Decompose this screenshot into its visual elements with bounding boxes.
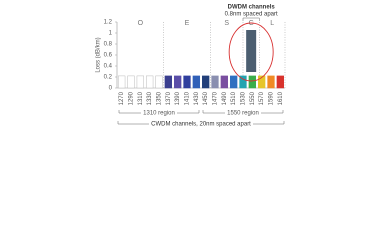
dwdm-note: 0.8nm spaced apart	[225, 12, 278, 18]
x-tick-label: 1490	[222, 91, 228, 105]
x-tick-label: 1450	[203, 91, 209, 105]
x-tick-label: 1350	[157, 91, 163, 105]
dwdm-note: DWDM channels	[228, 5, 276, 11]
band-label: O	[138, 20, 144, 27]
cwdm-label-bg	[149, 120, 253, 128]
y-tick-label: 0	[109, 86, 113, 92]
x-tick-label: 1430	[194, 91, 200, 105]
x-tick-label: 1410	[185, 91, 191, 105]
bar	[220, 75, 228, 89]
x-tick-label: 1510	[231, 91, 237, 105]
band-label: E	[185, 20, 190, 27]
y-tick-label: 1	[109, 31, 113, 37]
cwdm-note: CWDM channels, 20nm spaced apart	[151, 122, 251, 128]
y-tick-label: 1.2	[104, 20, 113, 26]
bar	[276, 75, 284, 89]
bar	[239, 75, 247, 89]
x-tick-label: 1390	[175, 91, 181, 105]
bar	[136, 75, 144, 89]
dwdm-highlight	[228, 22, 274, 82]
bar	[267, 75, 275, 89]
bar	[155, 75, 163, 89]
bar	[174, 75, 182, 89]
region-label: 1310 region	[143, 111, 175, 117]
bar	[230, 75, 238, 89]
x-tick-label: 1270	[119, 91, 125, 105]
y-tick-label: 0.2	[104, 75, 113, 81]
bar	[248, 75, 256, 89]
x-tick-label: 1610	[278, 91, 284, 105]
y-tick-label: 0.4	[104, 64, 113, 70]
x-tick-label: 1370	[166, 91, 172, 105]
bar	[164, 75, 172, 89]
y-tick-label: 0.8	[104, 42, 113, 48]
bar	[211, 75, 219, 89]
x-tick-label: 1530	[241, 91, 247, 105]
region-label: 1550 region	[227, 111, 259, 117]
x-tick-label: 1470	[213, 91, 219, 105]
bar	[192, 75, 200, 89]
bar	[118, 75, 126, 89]
dwdm-bracket	[242, 17, 260, 21]
x-tick-label: 1590	[269, 91, 275, 105]
y-tick-label: 0.6	[104, 53, 113, 59]
bar	[183, 75, 191, 89]
bar	[202, 75, 210, 89]
dwdm-block	[246, 30, 257, 72]
region-label-bg	[225, 110, 261, 116]
bar	[258, 75, 266, 89]
bar	[127, 75, 135, 89]
bar	[146, 75, 154, 89]
region-label-bg	[141, 110, 177, 116]
x-tick-label: 1290	[129, 91, 135, 105]
band-label: L	[270, 20, 274, 27]
band-label: S	[224, 20, 229, 27]
x-tick-label: 1570	[259, 91, 265, 105]
x-tick-label: 1330	[147, 91, 153, 105]
x-tick-label: 1550	[250, 91, 256, 105]
x-tick-label: 1310	[138, 91, 144, 105]
y-axis-title: Loss (dB/km)	[96, 37, 102, 72]
